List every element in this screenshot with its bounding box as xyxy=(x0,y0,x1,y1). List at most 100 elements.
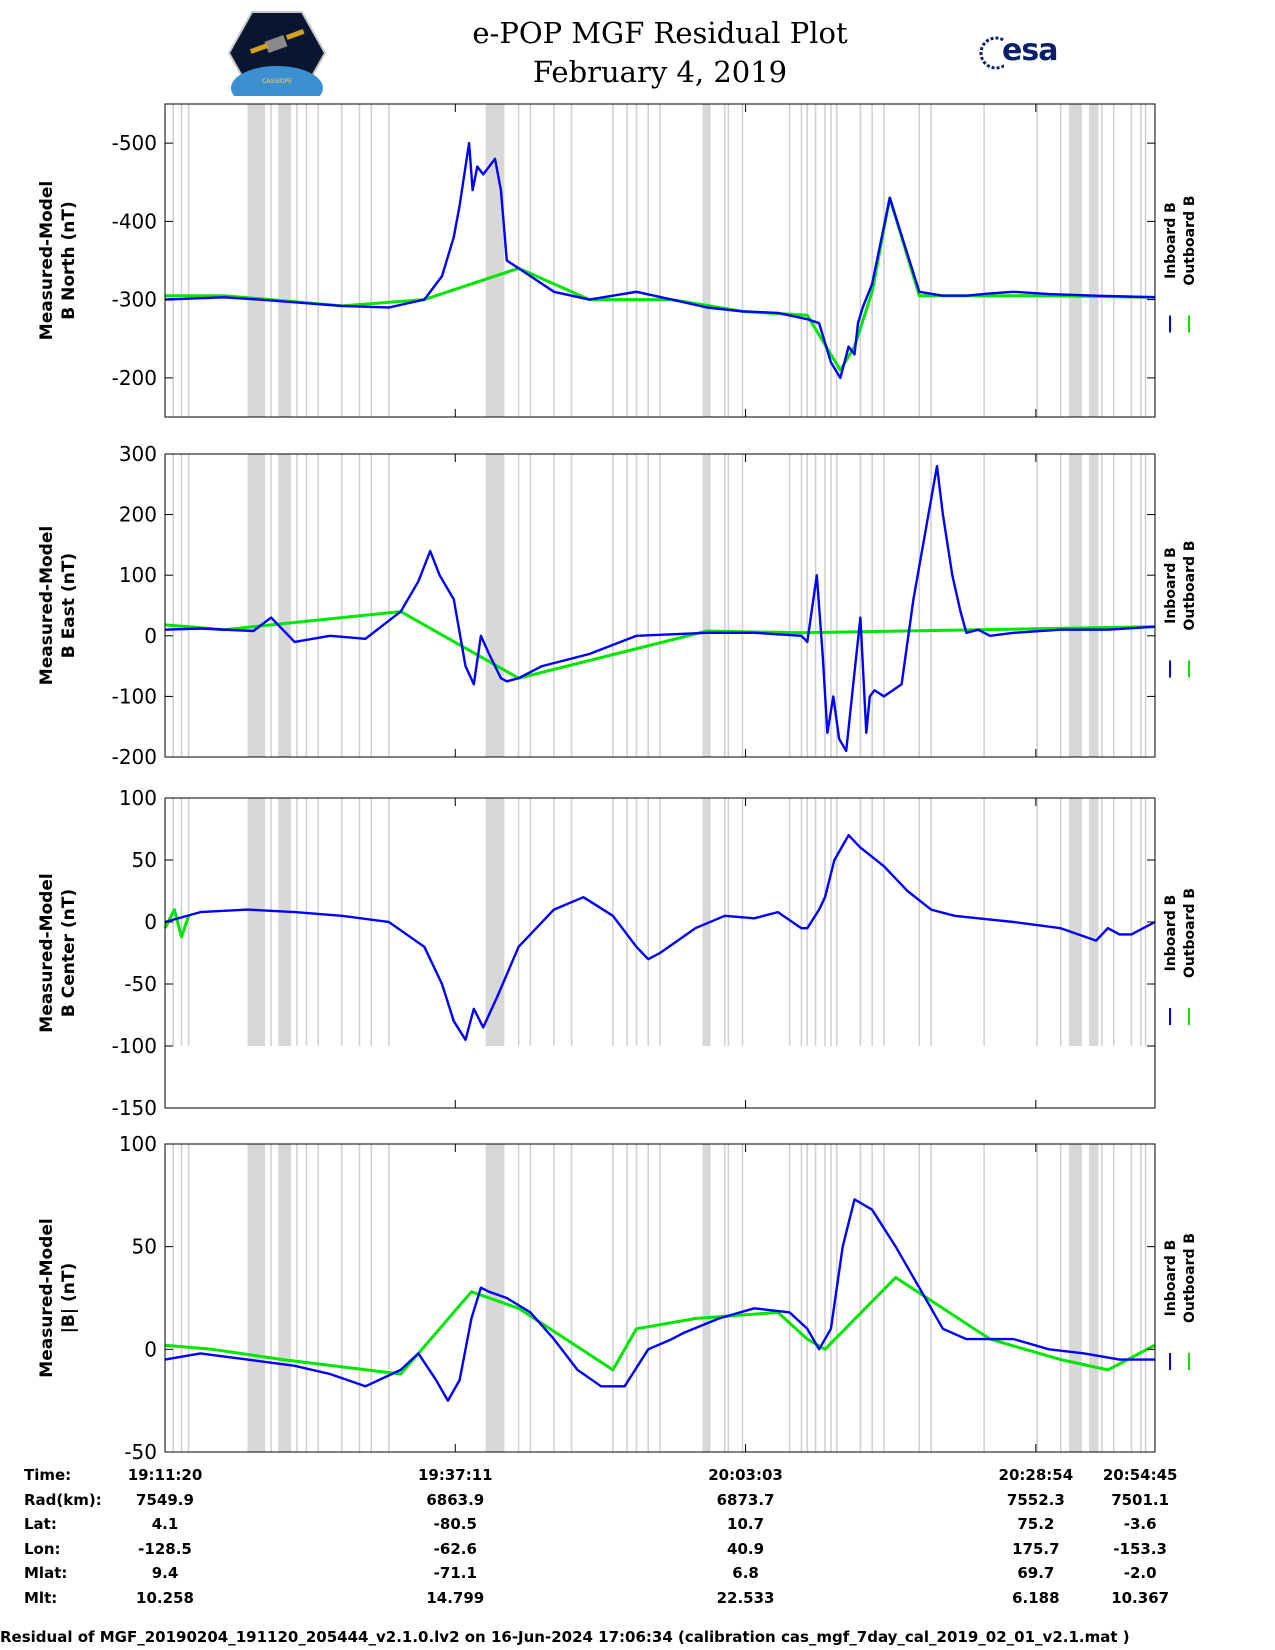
footer-value: 22.533 xyxy=(716,1588,775,1607)
footer-value: -2.0 xyxy=(1123,1564,1157,1582)
esa-logo-text: esa xyxy=(1002,33,1058,68)
data-gap-band xyxy=(702,454,710,757)
footer-value: -62.6 xyxy=(433,1539,477,1558)
cassiope-logo-text: CASSIOPE xyxy=(262,78,292,85)
data-gap-band xyxy=(278,454,292,757)
data-gap-band xyxy=(247,1144,266,1452)
y-axis-label: Measured-Model xyxy=(37,526,57,685)
footer-caption: Residual of MGF_20190204_191120_205444_v… xyxy=(0,1628,1130,1646)
footer-value: 14.799 xyxy=(426,1588,485,1607)
data-gap-band xyxy=(485,104,505,417)
legend-entry-label: Inboard B xyxy=(1163,895,1179,972)
y-tick-label: -500 xyxy=(112,131,157,155)
esa-logo: esa xyxy=(978,32,1098,74)
footer-value: 6.8 xyxy=(732,1564,759,1582)
page-title: e-POP MGF Residual Plot xyxy=(472,16,848,50)
data-gap-band xyxy=(1068,798,1082,1046)
data-gap-band xyxy=(702,104,710,417)
footer-row-label: Rad(km): xyxy=(24,1490,102,1509)
footer-value: 10.367 xyxy=(1111,1588,1170,1607)
y-tick-label: -100 xyxy=(112,684,157,708)
y-tick-label: 100 xyxy=(119,563,157,587)
data-gap-band xyxy=(1068,1144,1082,1452)
outboard-series-line xyxy=(164,1276,1156,1376)
footer-value: 6873.7 xyxy=(716,1490,775,1509)
data-gap-band xyxy=(485,1144,505,1452)
data-gap-band xyxy=(1068,454,1082,757)
y-tick-label: -300 xyxy=(112,288,157,312)
inboard-series-line xyxy=(164,834,1156,1042)
plot-frame xyxy=(164,453,1156,758)
footer-value: 10.7 xyxy=(727,1515,765,1533)
footer-row-label: Time: xyxy=(24,1466,72,1484)
data-gap-band xyxy=(702,1144,710,1452)
y-tick-label: 0 xyxy=(144,624,157,648)
data-gap-band xyxy=(1089,454,1099,757)
data-gap-band xyxy=(485,798,505,1046)
y-tick-label: 200 xyxy=(119,503,157,527)
footer-row-label: Lon: xyxy=(24,1539,61,1558)
data-gap-band xyxy=(278,104,292,417)
y-tick-label: 50 xyxy=(132,848,157,872)
y-axis-label: B Center (nT) xyxy=(59,889,79,1017)
plot-frame xyxy=(164,103,1156,418)
data-gap-band xyxy=(247,454,266,757)
y-axis-label: B East (nT) xyxy=(59,553,79,658)
legend-entry-label: Inboard B xyxy=(1163,202,1179,279)
footer-value: 20:54:45 xyxy=(1102,1466,1178,1484)
y-tick-label: 0 xyxy=(144,1337,157,1361)
plot-frame xyxy=(164,1143,1156,1453)
data-gap-band xyxy=(278,798,292,1046)
data-gap-band xyxy=(1068,104,1082,417)
inboard-series-line xyxy=(164,464,1156,753)
y-tick-label: 100 xyxy=(119,786,157,810)
footer-value: -128.5 xyxy=(138,1539,192,1558)
footer-value: 10.258 xyxy=(136,1588,194,1607)
footer-value: -80.5 xyxy=(433,1515,477,1533)
footer-row-label: Mlat: xyxy=(24,1564,68,1582)
y-tick-label: -100 xyxy=(112,1034,157,1058)
y-tick-label: 50 xyxy=(132,1235,157,1259)
footer-value: 175.7 xyxy=(1012,1539,1060,1558)
footer-value: 69.7 xyxy=(1017,1564,1055,1582)
plot-frame xyxy=(164,797,1156,1109)
y-tick-label: -150 xyxy=(112,1096,157,1120)
footer-value: 7501.1 xyxy=(1111,1490,1170,1509)
footer-value: -3.6 xyxy=(1123,1515,1157,1533)
footer-value: 7549.9 xyxy=(136,1490,194,1509)
y-tick-label: -50 xyxy=(124,972,157,996)
y-axis-label: Measured-Model xyxy=(37,873,57,1032)
legend-entry-label: Outboard B xyxy=(1182,195,1198,285)
data-gap-band xyxy=(247,104,266,417)
y-tick-label: 300 xyxy=(119,442,157,466)
footer-value: 20:28:54 xyxy=(998,1466,1074,1484)
outboard-series-line xyxy=(163,908,191,939)
footer-value: 9.4 xyxy=(151,1564,179,1582)
footer-value: -71.1 xyxy=(433,1564,477,1582)
page-subtitle: February 4, 2019 xyxy=(532,55,788,89)
data-gap-band xyxy=(1089,798,1099,1046)
footer-row-label: Lat: xyxy=(24,1515,57,1533)
y-tick-label: -400 xyxy=(112,209,157,233)
data-gap-band xyxy=(702,798,710,1046)
inboard-series-line xyxy=(164,1198,1155,1402)
footer-value: 6863.9 xyxy=(426,1490,485,1509)
footer-value: 19:11:20 xyxy=(127,1466,203,1484)
footer-value: 4.1 xyxy=(151,1515,179,1533)
y-tick-label: -200 xyxy=(112,745,157,769)
y-tick-label: 0 xyxy=(144,910,157,934)
footer-value: 7552.3 xyxy=(1006,1490,1065,1509)
footer-value: 75.2 xyxy=(1017,1515,1055,1533)
y-axis-label: |B| (nT) xyxy=(59,1263,79,1334)
footer-value: 6.188 xyxy=(1012,1588,1060,1607)
data-gap-band xyxy=(247,798,266,1046)
y-tick-label: -200 xyxy=(112,366,157,390)
data-gap-band xyxy=(1089,1144,1099,1452)
y-tick-label: -50 xyxy=(124,1440,157,1464)
data-gap-band xyxy=(278,1144,292,1452)
footer-value: -153.3 xyxy=(1113,1539,1167,1558)
y-axis-label: B North (nT) xyxy=(59,201,79,320)
footer-row-label: Mlt: xyxy=(24,1588,58,1607)
y-axis-label: Measured-Model xyxy=(37,181,57,340)
